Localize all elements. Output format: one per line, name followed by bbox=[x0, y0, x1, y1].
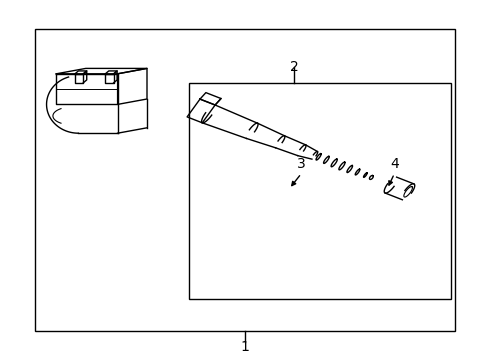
Text: 1: 1 bbox=[241, 341, 249, 354]
Text: 4: 4 bbox=[390, 157, 399, 171]
Text: 3: 3 bbox=[297, 157, 306, 171]
Text: 2: 2 bbox=[290, 60, 298, 73]
Bar bbox=[35, 29, 455, 331]
Bar bbox=[189, 83, 451, 299]
